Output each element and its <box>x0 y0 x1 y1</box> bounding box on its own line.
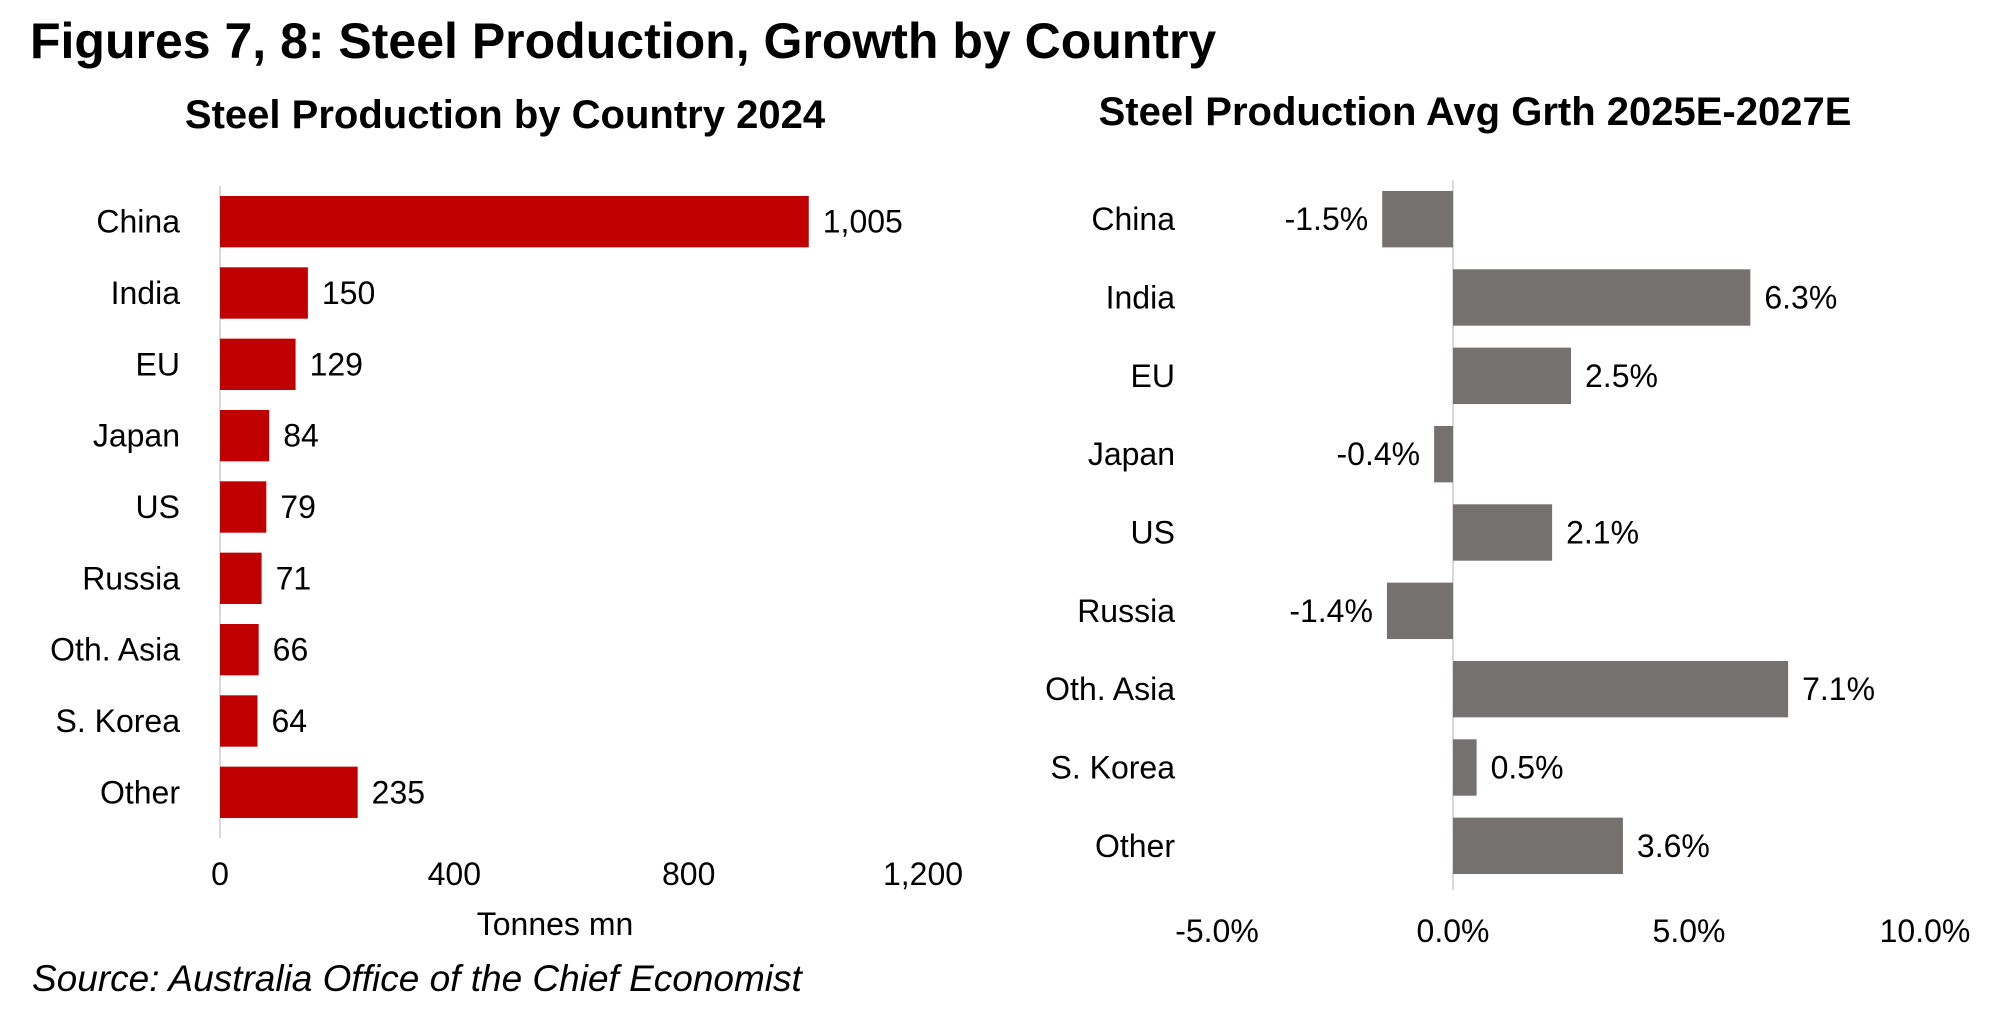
bar <box>220 766 358 819</box>
category-label: EU <box>136 346 180 382</box>
bar <box>1453 269 1751 326</box>
figure-title: Figures 7, 8: Steel Production, Growth b… <box>30 13 1217 69</box>
data-label: 6.3% <box>1764 280 1837 316</box>
data-label: 1,005 <box>823 204 903 240</box>
category-label: China <box>96 204 180 240</box>
x-tick-label: -5.0% <box>1175 913 1259 949</box>
bar <box>1453 739 1477 796</box>
category-label: S. Korea <box>55 703 180 739</box>
category-label: S. Korea <box>1050 750 1175 786</box>
data-label: 150 <box>322 275 375 311</box>
bar <box>1434 425 1453 483</box>
x-tick-label: 400 <box>428 856 481 892</box>
category-label: India <box>1106 280 1176 316</box>
data-label: 66 <box>273 632 309 668</box>
category-label: India <box>111 275 181 311</box>
bar <box>1453 817 1623 875</box>
data-label: 64 <box>271 703 307 739</box>
bar <box>220 481 267 533</box>
data-label: 129 <box>310 346 363 382</box>
category-label: Russia <box>1077 593 1175 629</box>
category-label: US <box>1131 515 1175 551</box>
bar <box>220 338 296 391</box>
x-tick-label: 800 <box>662 856 715 892</box>
category-label: China <box>1091 201 1175 237</box>
bar <box>220 623 259 676</box>
data-label: 0.5% <box>1491 750 1564 786</box>
x-axis-label: Tonnes mn <box>477 906 634 942</box>
bar <box>220 195 809 248</box>
data-label: 7.1% <box>1802 671 1875 707</box>
data-label: -0.4% <box>1337 436 1421 472</box>
category-label: Japan <box>93 418 180 454</box>
bar <box>1386 582 1453 640</box>
bar <box>1382 190 1453 248</box>
steel-production-chart: Steel Production by Country 2024 China 1,… <box>50 93 963 942</box>
x-tick-label: 1,200 <box>883 856 963 892</box>
data-label: 79 <box>280 489 316 525</box>
category-label: Russia <box>82 560 180 596</box>
data-label: -1.4% <box>1289 593 1373 629</box>
bar <box>1453 504 1553 561</box>
category-label: Oth. Asia <box>50 632 180 668</box>
data-label: 2.1% <box>1566 515 1639 551</box>
category-label: EU <box>1131 358 1175 394</box>
x-tick-label: 5.0% <box>1653 913 1726 949</box>
x-tick-label: 0.0% <box>1417 913 1490 949</box>
bar <box>220 552 262 605</box>
data-label: 2.5% <box>1585 358 1658 394</box>
bar <box>1453 660 1789 718</box>
category-label: US <box>136 489 180 525</box>
category-label: Oth. Asia <box>1045 671 1175 707</box>
data-label: -1.5% <box>1285 201 1369 237</box>
x-tick-label: 10.0% <box>1880 913 1971 949</box>
category-label: Other <box>1095 828 1175 864</box>
source-note: Source: Australia Office of the Chief Ec… <box>32 958 802 999</box>
data-label: 84 <box>283 418 319 454</box>
data-label: 71 <box>276 560 312 596</box>
bar <box>220 267 308 319</box>
bar <box>1453 347 1571 405</box>
category-label: Japan <box>1088 436 1175 472</box>
data-label: 3.6% <box>1637 828 1710 864</box>
data-label: 235 <box>372 774 425 810</box>
bar <box>220 409 270 462</box>
x-tick-label: 0 <box>211 856 229 892</box>
category-label: Other <box>100 774 180 810</box>
bar <box>220 695 258 747</box>
chart-title: Steel Production Avg Grth 2025E-2027E <box>1099 90 1852 134</box>
chart-title: Steel Production by Country 2024 <box>185 93 826 137</box>
